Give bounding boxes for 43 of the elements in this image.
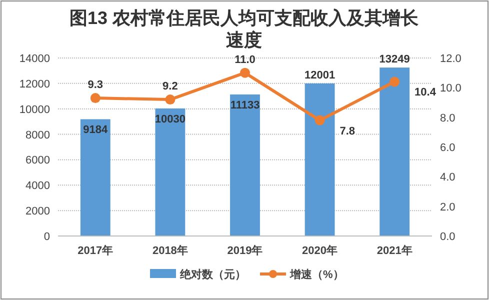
y2-tick-label: 10.0 [440,82,462,95]
y2-tick-label: 2.0 [440,201,456,214]
data-label: 9.2 [162,80,178,93]
data-label: 10.4 [414,86,437,99]
x-tick-label: 2017年 [78,244,114,257]
y2-tick-label: 4.0 [440,172,456,184]
data-label: 11.0 [234,54,256,66]
x-tick-label: 2018年 [152,244,188,257]
data-label: 9184 [83,124,109,136]
point [314,115,325,126]
bar [80,119,110,236]
y-tick-label: 8000 [26,129,50,142]
data-label: 10030 [154,113,186,126]
x-tick-label: 2020年 [302,244,338,257]
y-tick-label: 14000 [19,53,50,65]
point [165,94,176,105]
legend-label: 绝对数（元） [179,268,246,281]
point [90,93,100,104]
y-tick-label: 0 [44,231,50,243]
data-label: 12001 [304,69,336,82]
y-tick-label: 6000 [26,154,50,167]
y-tick-label: 12000 [19,78,50,90]
title: 图13 农村常住居民人均可支配收入及其增长速度 [69,8,419,50]
bar [155,108,186,236]
data-label: 11133 [230,99,260,112]
y2-tick-label: 6.0 [440,142,456,154]
y2-tick-label: 12.0 [440,53,462,65]
y2-tick-label: 0.0 [440,231,456,243]
y-tick-label: 10000 [19,104,50,116]
x-tick-label: 2019年 [227,244,263,257]
point [240,68,250,78]
legend-label: 增速（%） [289,268,344,281]
y-tick-label: 4000 [26,180,50,192]
bar [380,68,410,236]
y-tick-label: 2000 [26,206,50,218]
bar [304,83,335,236]
y2-tick-label: 8.0 [440,112,456,124]
point [390,76,400,87]
data-label: 9.3 [88,79,104,92]
bar [230,94,260,236]
x-tick-label: 2021年 [376,244,412,257]
data-label: 7.8 [340,125,356,138]
data-label: 13249 [379,54,410,66]
